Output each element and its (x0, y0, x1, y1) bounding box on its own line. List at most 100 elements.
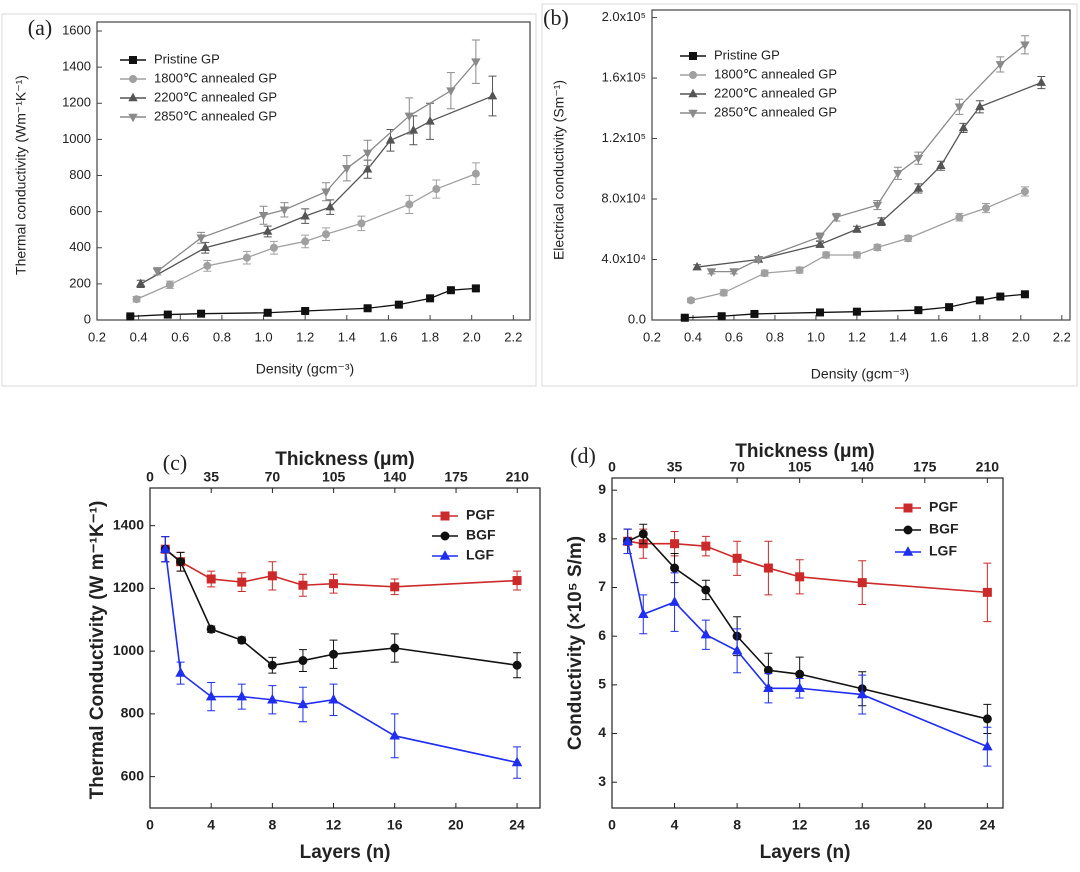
x-tick-label: 0.8 (213, 329, 231, 344)
marker (440, 531, 450, 541)
x-tick-label: 2.0 (1012, 329, 1030, 344)
marker (763, 682, 774, 692)
marker (128, 113, 138, 123)
marker (750, 309, 759, 318)
x2-tick-label: 70 (729, 459, 745, 475)
marker (408, 125, 419, 134)
marker (362, 149, 373, 159)
marker (763, 563, 773, 573)
x2-tick-label: 140 (851, 459, 875, 475)
marker (995, 61, 1006, 70)
marker (165, 280, 174, 289)
marker (914, 306, 923, 315)
y-tick-label: 1.6x10⁵ (602, 69, 646, 84)
marker (263, 308, 272, 317)
y-tick-label: 1400 (113, 516, 144, 532)
axis-title: Thermal Conductivity (W m⁻¹K⁻¹) (87, 501, 108, 800)
marker (471, 284, 480, 293)
axis-title: Layers (n) (760, 842, 851, 863)
marker (129, 75, 137, 83)
marker (763, 665, 773, 675)
marker (638, 529, 648, 539)
legend-label: PGF (466, 507, 495, 523)
marker (405, 200, 414, 209)
marker (163, 310, 172, 319)
x-tick-label: 0.8 (766, 329, 784, 344)
marker (1020, 41, 1030, 51)
axis-title: Density (gcm⁻³) (256, 361, 354, 377)
legend-label: LGF (466, 547, 494, 563)
marker (822, 250, 831, 259)
marker (701, 585, 711, 595)
legend-label: PGF (929, 499, 958, 515)
legend-label: LGF (929, 543, 957, 559)
marker (298, 580, 308, 590)
marker (1020, 290, 1029, 299)
panel-label: (d) (570, 443, 596, 468)
marker (446, 286, 455, 295)
marker (242, 253, 251, 262)
marker (903, 525, 913, 535)
x-tick-label: 1.2 (296, 329, 314, 344)
axis-title: Conductivity (×10⁵ S/m) (565, 536, 586, 750)
marker (795, 572, 805, 582)
legend-label: 2850℃ annealed GP (714, 104, 837, 119)
plot-frame (651, 9, 1071, 321)
marker (258, 211, 269, 221)
panel-label: (c) (163, 450, 187, 475)
marker (446, 87, 456, 96)
x-tick-label: 1.8 (971, 329, 989, 344)
x-tick-label: 4 (671, 817, 679, 833)
marker (205, 690, 217, 701)
marker (269, 243, 278, 252)
marker (795, 669, 805, 679)
marker (975, 101, 985, 111)
series-line (164, 548, 518, 667)
x2-tick-label: 175 (444, 469, 468, 485)
marker (206, 574, 216, 584)
marker (362, 163, 373, 173)
marker (795, 266, 804, 275)
x-tick-label: 1.4 (338, 329, 356, 344)
chart: 0 4 8 12 16 20 24 600 800 1000 1200 1400 0 35 70 105 140… (87, 449, 541, 863)
axis-title: Thickness (μm) (735, 441, 874, 462)
marker (126, 312, 135, 321)
x-tick-label: 2.2 (504, 329, 522, 344)
marker (688, 88, 698, 98)
marker (794, 682, 805, 692)
marker (263, 226, 273, 235)
x2-tick-label: 70 (265, 469, 281, 485)
marker (945, 303, 954, 312)
marker (321, 230, 330, 239)
x-tick-label: 24 (509, 817, 525, 833)
y-tick-label: 8.0x10⁴ (601, 190, 646, 205)
x-tick-label: 24 (980, 817, 996, 833)
marker (342, 164, 352, 174)
panel-border (541, 3, 1078, 387)
x-tick-label: 0.2 (643, 329, 661, 344)
x-tick-label: 1.4 (889, 329, 907, 344)
x-tick-label: 1.8 (421, 329, 439, 344)
marker (852, 307, 861, 316)
marker (982, 587, 992, 597)
marker (958, 122, 969, 132)
plot-frame (96, 21, 531, 321)
marker (196, 234, 206, 244)
x-tick-label: 8 (268, 817, 276, 833)
y-tick-label: 0 (84, 311, 91, 326)
marker (903, 503, 913, 513)
x-tick-label: 1.6 (379, 329, 397, 344)
marker (717, 312, 726, 321)
series-line (690, 190, 1026, 301)
marker (389, 730, 400, 740)
marker (981, 204, 990, 213)
y-tick-label: 7 (598, 578, 606, 594)
legend-label: 1800℃ annealed GP (154, 70, 277, 85)
x-tick-label: 0 (608, 817, 616, 833)
marker (686, 296, 695, 305)
marker (440, 511, 450, 521)
marker (297, 698, 309, 709)
marker (357, 219, 366, 228)
x2-tick-label: 210 (976, 459, 1000, 475)
